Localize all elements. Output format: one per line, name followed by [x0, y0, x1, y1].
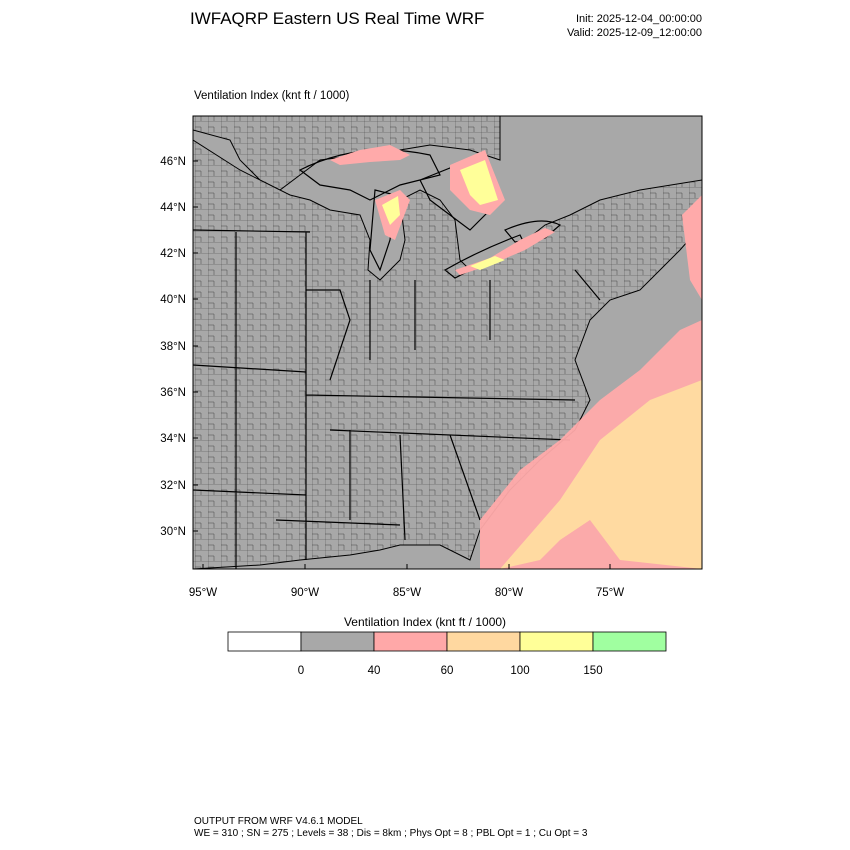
colorbar-box-6 — [592, 631, 667, 652]
colorbar-box-2 — [300, 631, 375, 652]
plot-area — [193, 116, 702, 569]
lon-label-80: 80°W — [495, 587, 523, 599]
colorbar-box-1 — [227, 631, 302, 652]
lat-label-32: 32°N — [160, 480, 186, 492]
lon-label-90: 90°W — [291, 587, 319, 599]
latitude-axis: 46°N 44°N 42°N 40°N 38°N 36°N 34°N 32°N … — [160, 156, 198, 538]
colorbar-label-100: 100 — [510, 665, 529, 677]
lat-label-44: 44°N — [160, 202, 186, 214]
colorbar-label-150: 150 — [583, 665, 602, 677]
main-title: IWFAQRP Eastern US Real Time WRF — [190, 9, 485, 28]
init-time: Init: 2025-12-04_00:00:00 — [576, 13, 702, 25]
colorbar-box-3 — [373, 631, 448, 652]
state-borders — [193, 229, 601, 569]
ventilation-shading — [330, 145, 702, 569]
footer-model-line: OUTPUT FROM WRF V4.6.1 MODEL — [194, 816, 363, 827]
colorbar-label-0: 0 — [298, 665, 304, 677]
lat-label-40: 40°N — [160, 294, 186, 306]
lon-label-75: 75°W — [596, 587, 624, 599]
colorbar: 0 40 60 100 150 — [227, 631, 667, 677]
footer-config-line: WE = 310 ; SN = 275 ; Levels = 38 ; Dis … — [194, 828, 588, 839]
lat-label-42: 42°N — [160, 248, 186, 260]
lon-label-95: 95°W — [189, 587, 217, 599]
colorbar-label-40: 40 — [368, 665, 381, 677]
land-mass — [193, 116, 702, 569]
colorbar-box-5 — [519, 631, 594, 652]
lat-label-34: 34°N — [160, 433, 186, 445]
lon-label-85: 85°W — [393, 587, 421, 599]
lat-label-36: 36°N — [160, 387, 186, 399]
colorbar-box-4 — [446, 631, 521, 652]
panel-title: Ventilation Index (knt ft / 1000) — [194, 90, 350, 102]
lat-label-46: 46°N — [160, 156, 186, 168]
lat-label-38: 38°N — [160, 341, 186, 353]
colorbar-label-60: 60 — [441, 665, 454, 677]
lat-label-30: 30°N — [160, 526, 186, 538]
plot-frame — [192, 115, 703, 570]
colorbar-title: Ventilation Index (knt ft / 1000) — [343, 615, 507, 629]
valid-time: Valid: 2025-12-09_12:00:00 — [567, 27, 702, 39]
longitude-axis: 95°W 90°W 85°W 80°W 75°W — [189, 564, 624, 599]
